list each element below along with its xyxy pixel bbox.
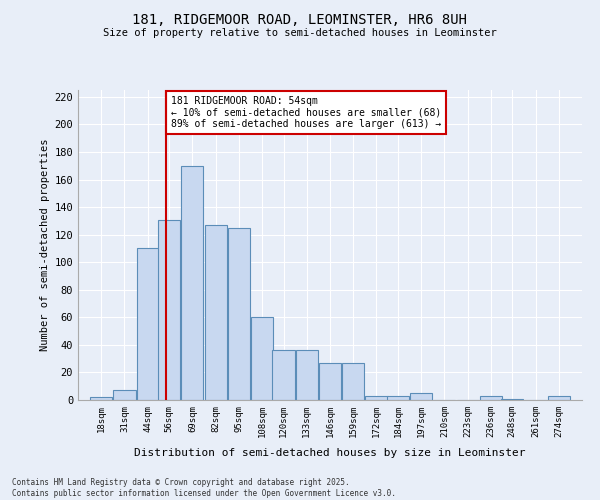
Bar bbox=[548, 396, 570, 400]
Bar bbox=[272, 350, 295, 400]
Bar bbox=[296, 350, 318, 400]
Bar bbox=[342, 363, 364, 400]
Y-axis label: Number of semi-detached properties: Number of semi-detached properties bbox=[40, 138, 50, 351]
Text: Contains HM Land Registry data © Crown copyright and database right 2025.
Contai: Contains HM Land Registry data © Crown c… bbox=[12, 478, 396, 498]
Bar bbox=[387, 396, 409, 400]
Bar bbox=[319, 363, 341, 400]
Bar bbox=[228, 228, 250, 400]
Text: 181 RIDGEMOOR ROAD: 54sqm
← 10% of semi-detached houses are smaller (68)
89% of : 181 RIDGEMOOR ROAD: 54sqm ← 10% of semi-… bbox=[171, 96, 441, 128]
Bar bbox=[205, 225, 227, 400]
Text: Size of property relative to semi-detached houses in Leominster: Size of property relative to semi-detach… bbox=[103, 28, 497, 38]
Text: Distribution of semi-detached houses by size in Leominster: Distribution of semi-detached houses by … bbox=[134, 448, 526, 458]
Bar bbox=[137, 248, 159, 400]
Bar bbox=[181, 166, 203, 400]
Bar bbox=[365, 396, 388, 400]
Bar bbox=[410, 393, 432, 400]
Bar bbox=[158, 220, 180, 400]
Bar bbox=[251, 318, 273, 400]
Text: 181, RIDGEMOOR ROAD, LEOMINSTER, HR6 8UH: 181, RIDGEMOOR ROAD, LEOMINSTER, HR6 8UH bbox=[133, 12, 467, 26]
Bar bbox=[113, 390, 136, 400]
Bar bbox=[501, 398, 523, 400]
Bar bbox=[90, 397, 112, 400]
Bar bbox=[480, 396, 502, 400]
